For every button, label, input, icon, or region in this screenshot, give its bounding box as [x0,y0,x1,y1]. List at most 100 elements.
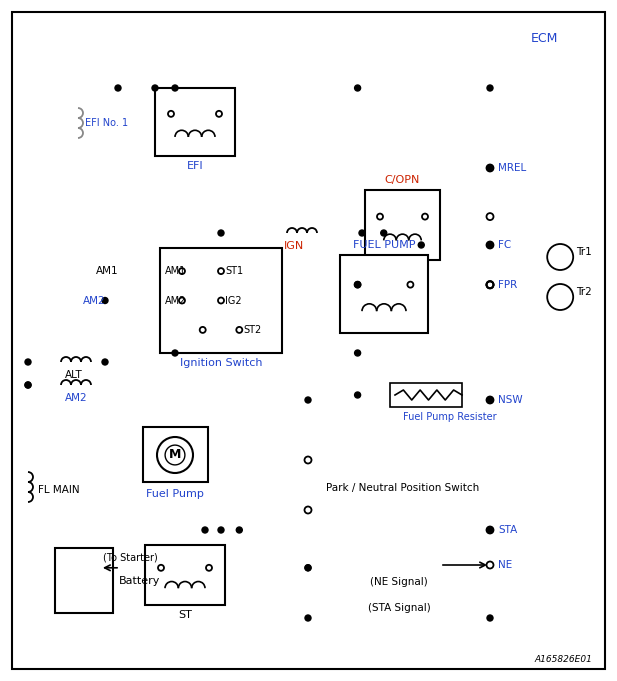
Text: EFI: EFI [187,161,204,171]
Text: A165826E01: A165826E01 [534,654,592,663]
Circle shape [486,213,494,220]
Circle shape [547,284,573,310]
Circle shape [355,282,360,287]
Circle shape [305,507,312,513]
Text: Ignition Switch: Ignition Switch [180,358,262,368]
Circle shape [202,527,208,533]
Circle shape [305,565,311,571]
Text: Park / Neutral Position Switch: Park / Neutral Position Switch [326,483,479,493]
Text: NSW: NSW [498,395,523,405]
Circle shape [487,282,493,288]
Bar [145,545,225,605]
Text: FL MAIN: FL MAIN [38,485,80,495]
Bar [160,248,282,353]
Circle shape [487,397,493,403]
Text: (STA Signal): (STA Signal) [368,603,431,613]
Circle shape [172,85,178,91]
Text: Tr2: Tr2 [576,287,592,297]
Circle shape [487,165,493,171]
Circle shape [487,615,493,621]
Circle shape [547,244,573,270]
Circle shape [102,359,108,365]
Bar [155,88,235,156]
Text: IG2: IG2 [225,296,242,306]
Circle shape [355,392,360,398]
Circle shape [102,298,108,304]
Circle shape [486,281,494,289]
Circle shape [355,350,360,356]
Text: Tr1: Tr1 [576,247,592,257]
Circle shape [158,565,164,571]
Text: ST1: ST1 [225,266,243,276]
Text: NE: NE [498,560,512,570]
Text: FPR: FPR [498,280,517,290]
Text: ALT: ALT [65,370,83,380]
Circle shape [486,396,494,404]
Circle shape [218,527,224,533]
Text: ECM: ECM [531,31,558,44]
Circle shape [486,165,494,172]
Circle shape [487,527,493,533]
Bar [365,190,440,260]
Circle shape [305,397,311,403]
Circle shape [407,282,413,287]
Text: ST2: ST2 [243,325,262,335]
Circle shape [305,615,311,621]
Circle shape [172,350,178,356]
Bar [143,427,208,482]
Circle shape [486,281,494,288]
Circle shape [486,281,494,288]
Circle shape [486,526,494,533]
Circle shape [355,282,360,287]
Text: Fuel Pump: Fuel Pump [146,489,204,499]
Circle shape [25,382,31,388]
Circle shape [305,565,311,571]
Circle shape [152,85,158,91]
Circle shape [487,242,493,248]
Text: IGN: IGN [284,241,304,251]
Text: AM1: AM1 [165,266,186,276]
Text: Fuel Pump Resister: Fuel Pump Resister [403,412,497,422]
Circle shape [25,359,31,365]
FancyBboxPatch shape [484,44,604,646]
Circle shape [179,298,185,304]
Circle shape [359,230,365,236]
Circle shape [25,382,31,388]
Circle shape [168,111,174,117]
Circle shape [236,527,242,533]
Text: M: M [169,449,181,462]
Text: STA: STA [498,525,517,535]
Circle shape [355,85,360,91]
Circle shape [487,85,493,91]
Text: C/OPN: C/OPN [385,175,420,185]
Circle shape [206,565,212,571]
Circle shape [305,456,312,464]
Text: FUEL PUMP: FUEL PUMP [353,240,415,250]
Circle shape [486,242,494,249]
Circle shape [200,327,205,333]
Text: MREL: MREL [498,163,526,173]
Circle shape [157,437,193,473]
Circle shape [115,85,121,91]
Text: Battery: Battery [119,575,160,586]
Text: AM2: AM2 [65,393,88,403]
Bar [390,383,462,407]
Text: ST: ST [178,610,192,620]
Text: FC: FC [498,240,511,250]
Circle shape [218,230,224,236]
Text: AM2: AM2 [165,296,186,306]
Circle shape [179,268,185,274]
Circle shape [216,111,222,117]
Circle shape [422,214,428,219]
Circle shape [218,268,224,274]
Text: (To Starter): (To Starter) [103,553,158,563]
Text: EFI No. 1: EFI No. 1 [85,118,128,128]
Bar [340,255,428,333]
Text: AM2: AM2 [83,296,106,306]
Circle shape [381,230,387,236]
Circle shape [236,327,242,333]
Circle shape [486,562,494,569]
Circle shape [418,242,424,248]
Text: (NE Signal): (NE Signal) [370,577,428,587]
Text: AM1: AM1 [96,266,118,276]
